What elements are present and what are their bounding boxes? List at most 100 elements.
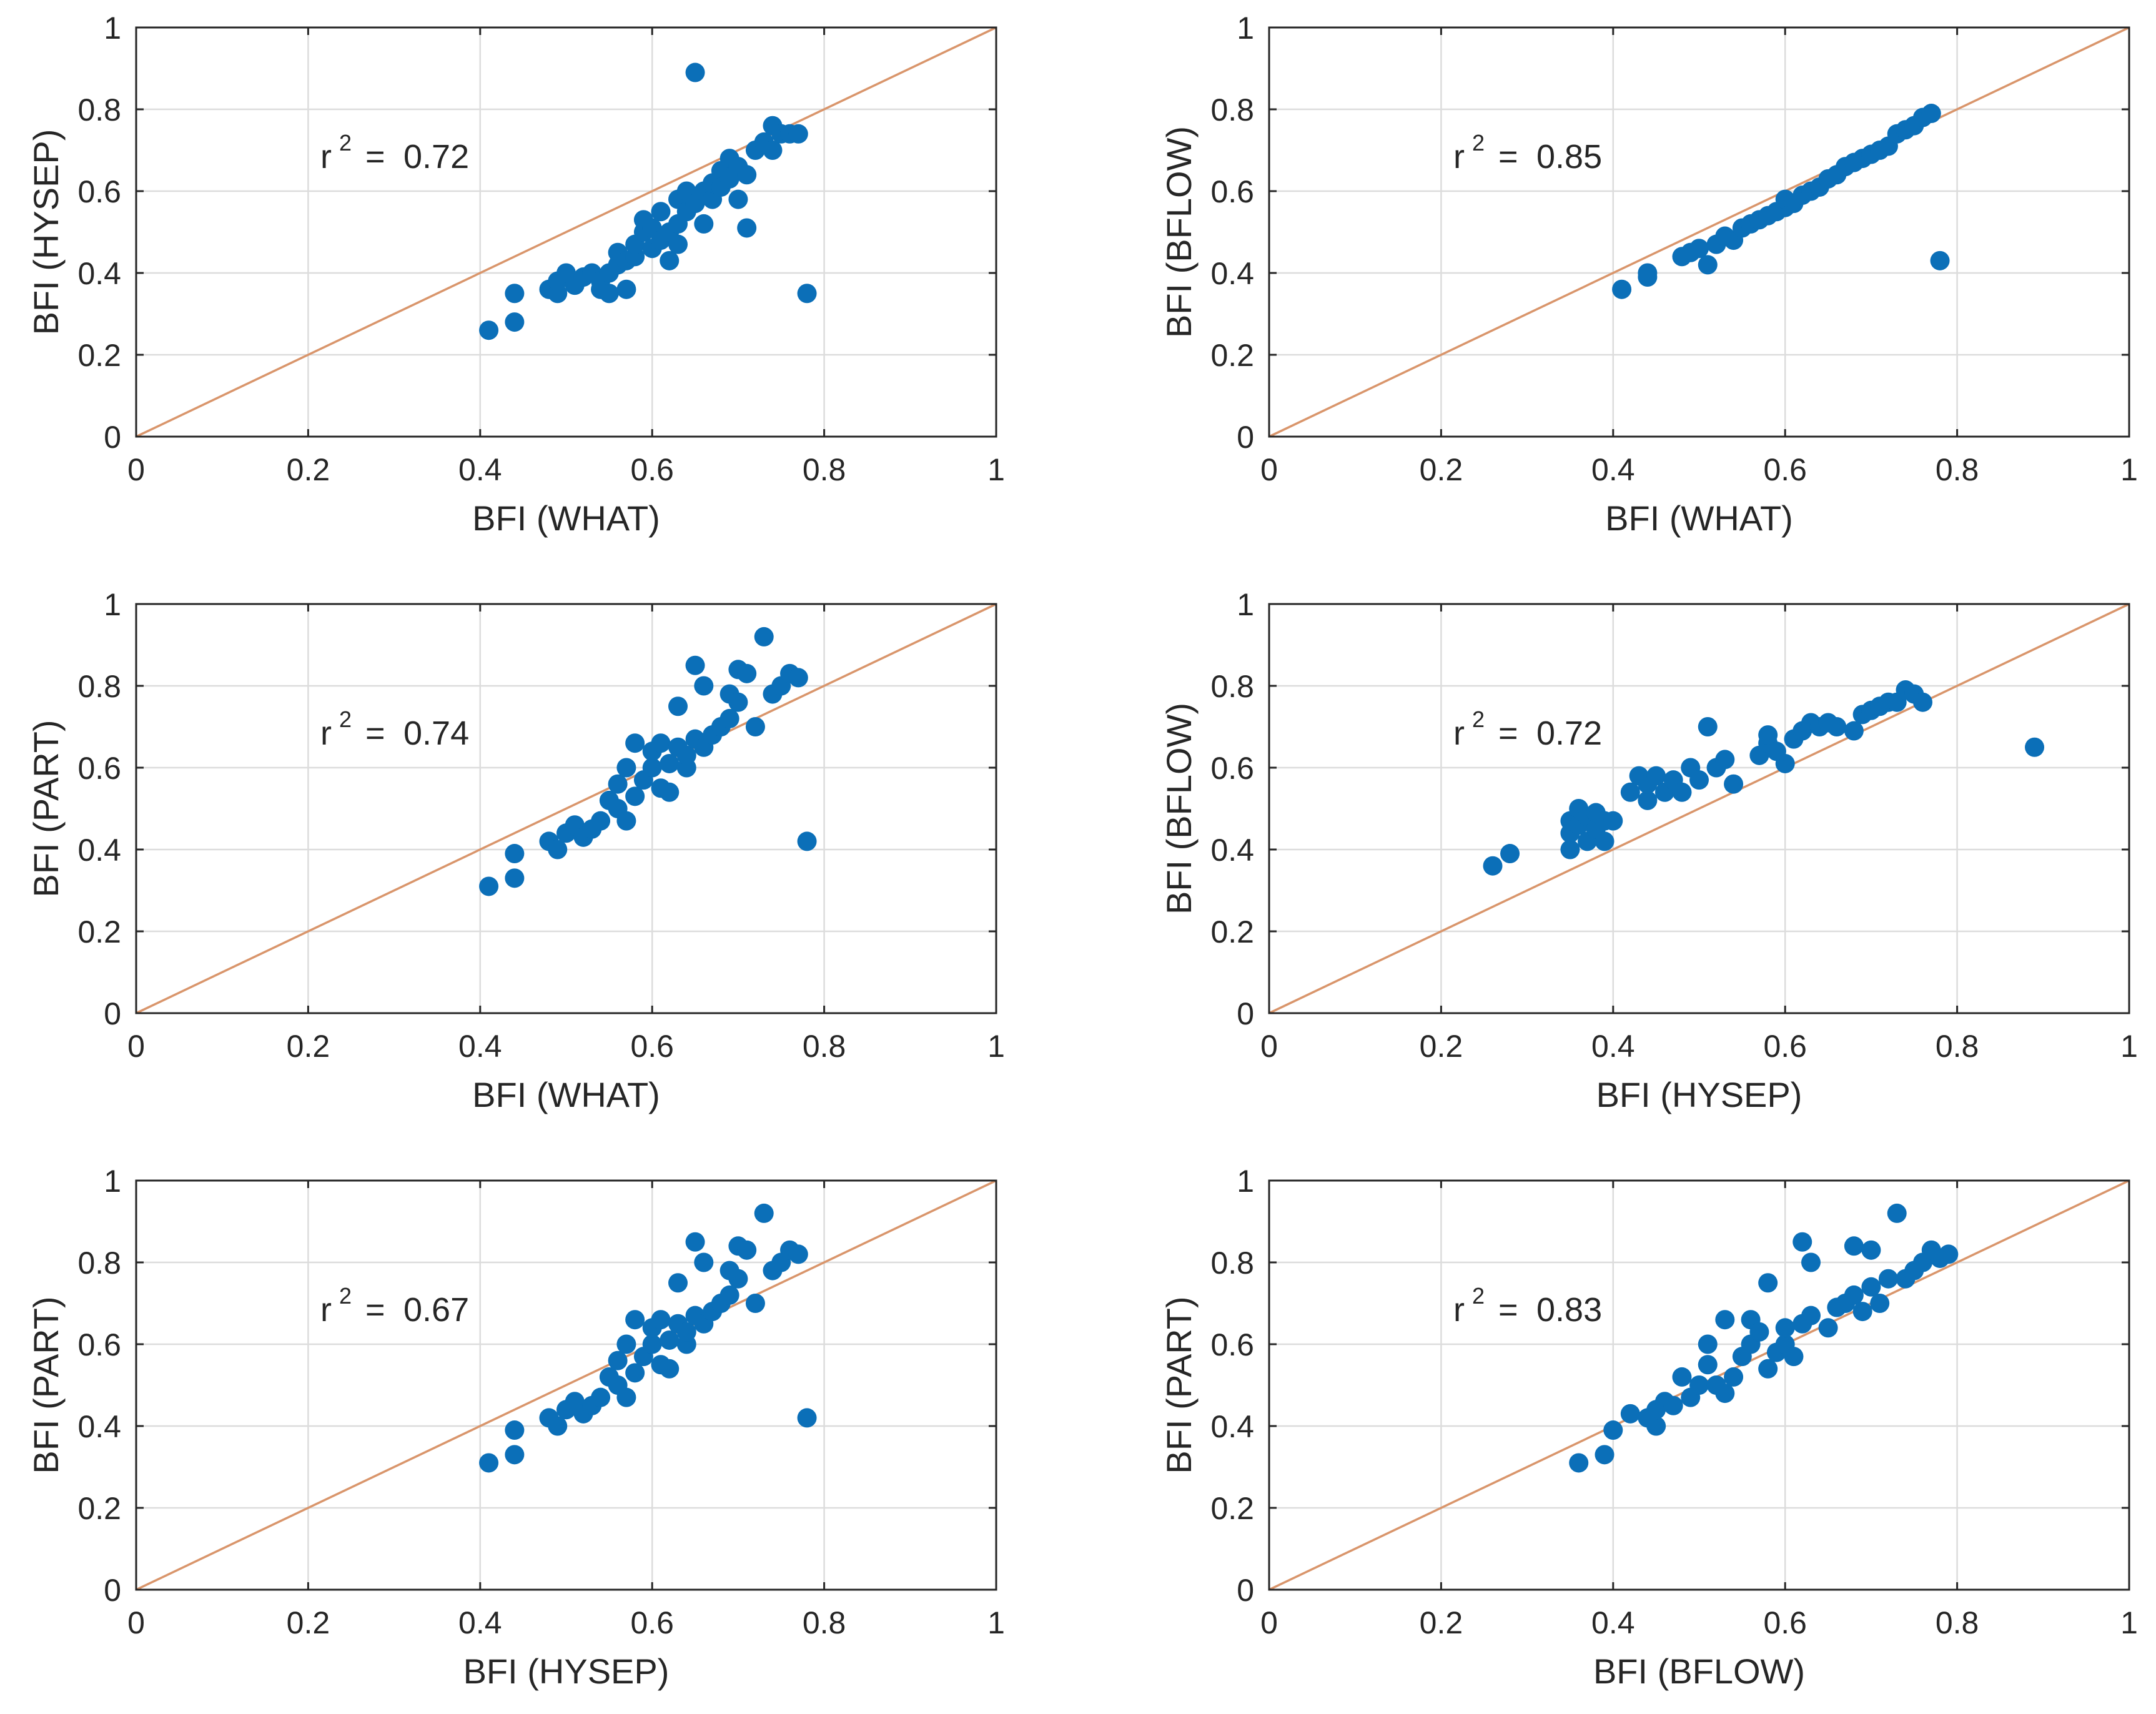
y-tick-label: 0: [1237, 996, 1254, 1031]
x-tick-label: 0: [1260, 452, 1278, 487]
x-tick-label: 1: [2120, 1029, 2138, 1064]
data-point: [660, 1330, 680, 1350]
data-point: [1793, 1232, 1812, 1252]
y-tick-label: 0.2: [1210, 914, 1254, 949]
data-point: [1689, 1375, 1709, 1395]
r-squared-value: 0.72: [403, 138, 469, 176]
r-squared-annotation: r 2 = 0.83: [1453, 1283, 1602, 1329]
data-point: [1861, 1277, 1881, 1297]
y-tick-label: 0.4: [1210, 256, 1254, 291]
data-point: [505, 312, 525, 332]
data-point: [1801, 1305, 1821, 1325]
r-squared-equals: =: [365, 1291, 385, 1329]
r-squared-superscript: 2: [1472, 706, 1485, 732]
y-axis-label: BFI (PART): [26, 720, 66, 897]
data-point: [1483, 856, 1503, 876]
data-point: [728, 692, 748, 712]
data-point: [1560, 840, 1580, 859]
x-tick-label: 0.4: [458, 1605, 502, 1640]
r-squared-value: 0.85: [1536, 138, 1602, 176]
data-point: [1672, 782, 1692, 802]
data-point: [745, 717, 765, 736]
data-point: [1775, 1318, 1795, 1338]
data-point: [668, 1273, 688, 1293]
r-squared-value: 0.74: [403, 715, 469, 752]
x-tick-label: 0.6: [1763, 452, 1807, 487]
data-point: [1724, 774, 1744, 794]
y-tick-label: 0.4: [77, 833, 121, 868]
data-point: [505, 284, 525, 304]
x-tick-label: 0.2: [1420, 1605, 1463, 1640]
y-axis-label: BFI (BFLOW): [1159, 126, 1199, 338]
data-point: [694, 1252, 714, 1272]
axes-frame: [1268, 26, 2130, 438]
data-point: [1638, 790, 1658, 810]
y-tick-label: 0.8: [77, 1246, 121, 1281]
data-point: [1758, 725, 1778, 745]
r-squared-equals: =: [1498, 715, 1518, 752]
data-point: [1620, 782, 1640, 802]
r-squared-prefix: r: [1453, 715, 1465, 752]
data-point: [591, 1387, 611, 1407]
y-tick-label: 0.4: [77, 256, 121, 291]
r-squared-superscript: 2: [339, 130, 352, 156]
chart-panel-2: 0 0.2 0.4 0.6 0.8 1 0 0.2 0.4 0.6 0.8 1 BFI (WHAT) BF…: [1159, 11, 2138, 538]
data-point: [668, 696, 688, 716]
y-axis-label: BFI (HYSEP): [26, 129, 66, 335]
x-tick-label: 0.4: [1591, 452, 1635, 487]
data-point: [1715, 750, 1735, 770]
axes-frame: [135, 1179, 997, 1591]
x-tick-label: 0.6: [1763, 1605, 1807, 1640]
data-point: [1612, 279, 1632, 299]
data-point: [788, 1244, 808, 1264]
data-point: [1569, 1453, 1589, 1473]
chart-panel-4: 0 0.2 0.4 0.6 0.8 1 0 0.2 0.4 0.6 0.8 1 BFI (HYSEP) B…: [1159, 587, 2138, 1114]
x-tick-label: 0.6: [630, 1029, 674, 1064]
x-tick-label: 0.2: [1420, 452, 1463, 487]
y-tick-label: 0.6: [1210, 751, 1254, 786]
x-tick-label: 0.6: [630, 1605, 674, 1640]
x-axis-label: BFI (WHAT): [1605, 498, 1793, 538]
data-point: [1672, 1367, 1692, 1387]
chart-panel-5: 0 0.2 0.4 0.6 0.8 1 0 0.2 0.4 0.6 0.8 1 BFI (HYSEP) B…: [26, 1164, 1005, 1691]
y-tick-label: 1: [104, 587, 121, 622]
data-point: [1663, 1395, 1683, 1415]
data-point: [1887, 1203, 1907, 1223]
x-axis-label: BFI (WHAT): [472, 1075, 660, 1114]
y-tick-label: 0.4: [1210, 833, 1254, 868]
x-tick-label: 0: [127, 1029, 145, 1064]
data-point: [694, 676, 714, 696]
y-tick-label: 0.8: [77, 669, 121, 704]
x-axis-label: BFI (BFLOW): [1593, 1652, 1805, 1691]
one-to-one-line: [1268, 26, 2130, 438]
x-tick-label: 0.2: [1420, 1029, 1463, 1064]
data-point: [1698, 717, 1718, 736]
data-point: [1852, 1302, 1872, 1322]
y-tick-label: 0.6: [77, 1327, 121, 1362]
r-squared-prefix: r: [320, 1291, 332, 1329]
data-point: [737, 165, 757, 185]
data-point: [1638, 263, 1658, 283]
data-point: [1844, 721, 1864, 741]
data-point: [1758, 1359, 1778, 1379]
data-point: [660, 782, 680, 802]
data-point: [1689, 239, 1709, 259]
data-point: [1698, 255, 1718, 275]
y-tick-label: 1: [1237, 1164, 1254, 1199]
axes-frame: [1268, 1179, 2130, 1591]
r-squared-equals: =: [365, 715, 385, 752]
data-point: [1930, 250, 1950, 270]
one-to-one-line: [136, 603, 997, 1014]
data-point: [1878, 1269, 1898, 1289]
data-point: [737, 218, 757, 238]
r-squared-annotation: r 2 = 0.72: [320, 130, 469, 176]
data-point: [1646, 766, 1666, 786]
chart-panel-3: 0 0.2 0.4 0.6 0.8 1 0 0.2 0.4 0.6 0.8 1 BFI (WHAT) BF…: [26, 587, 1005, 1114]
data-point: [1595, 831, 1615, 851]
x-tick-label: 1: [987, 452, 1005, 487]
data-point: [660, 250, 680, 270]
data-point: [763, 141, 783, 160]
x-tick-label: 0.4: [458, 1029, 502, 1064]
data-point: [1620, 1404, 1640, 1424]
y-tick-label: 0: [104, 1573, 121, 1608]
